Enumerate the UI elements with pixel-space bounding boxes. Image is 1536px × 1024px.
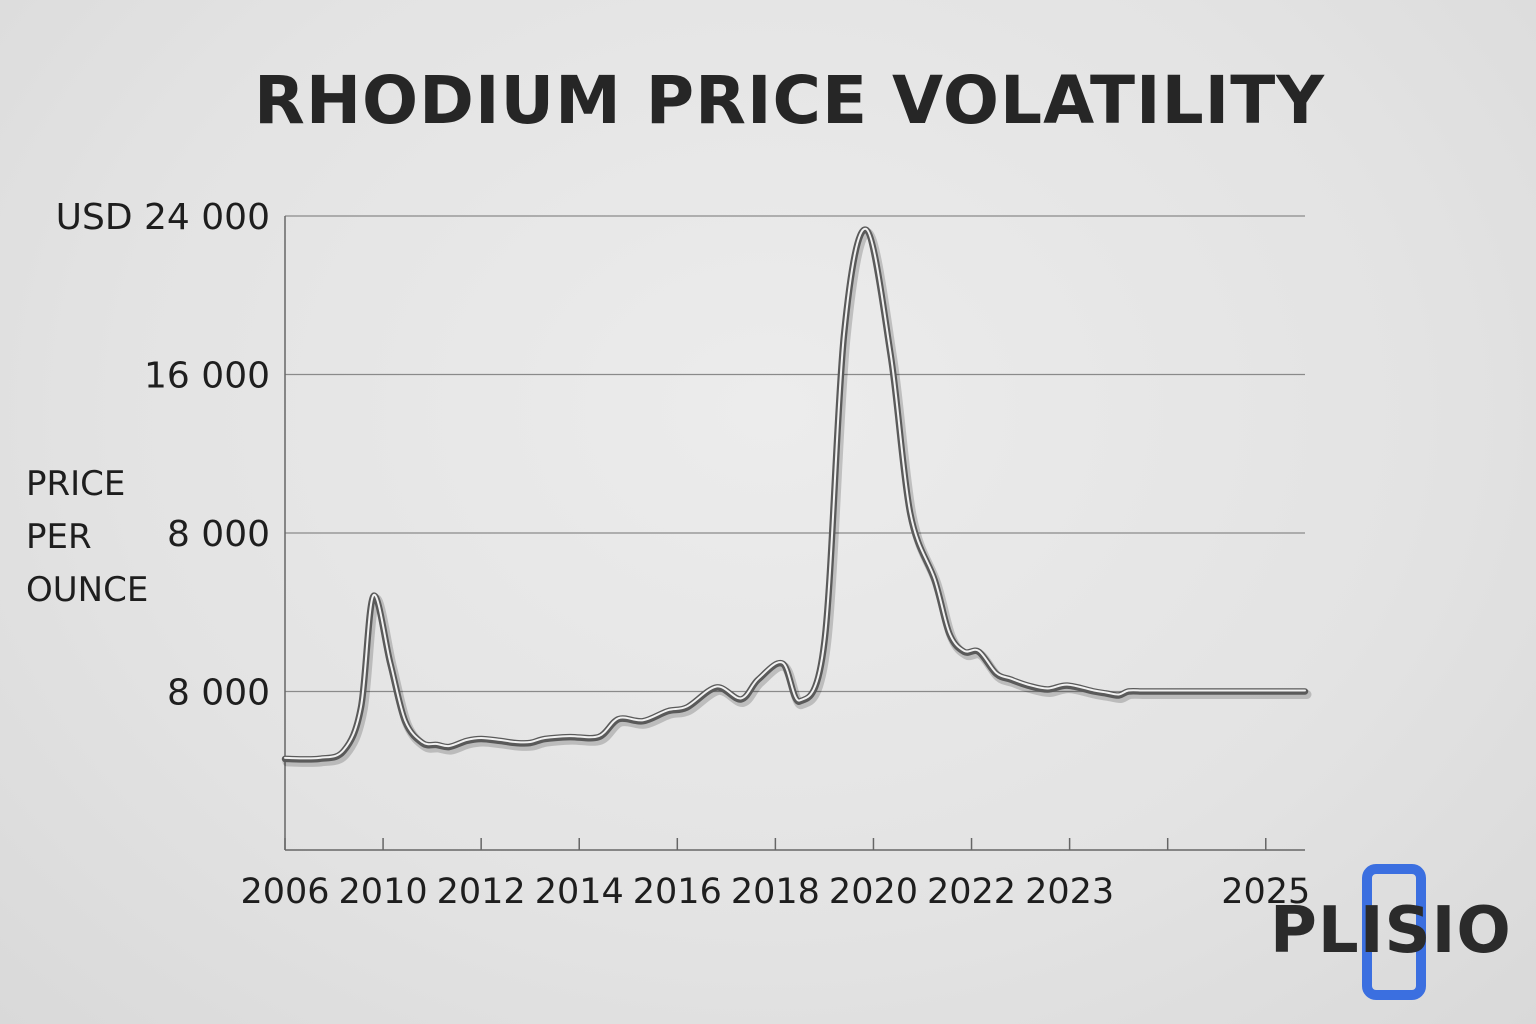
x-tick-label: 2022 [927, 872, 1016, 912]
x-tick-label: 2023 [1025, 872, 1114, 912]
y-axis-label: PRICE PER OUNCE [26, 458, 148, 617]
y-axis-label-line: PER [26, 517, 92, 557]
x-tick-label: 2016 [633, 872, 722, 912]
y-tick-label: 8 000 [167, 673, 270, 714]
x-axis-ticks: 2006 2010 2012 2014 2016 2018 2020 2022 2023 2025 [240, 838, 1310, 912]
plisio-logo: PLISIO [1270, 860, 1511, 1010]
y-axis-label-line: OUNCE [26, 570, 149, 610]
x-tick-label: 2012 [437, 872, 526, 912]
y-tick-label: 8 000 [167, 514, 270, 555]
x-tick-label: 2010 [339, 872, 428, 912]
logo-frame-icon [1362, 864, 1426, 1000]
y-axis-ticks: 8 000 8 000 16 000 USD 24 000 [56, 197, 270, 714]
x-tick-label: 2018 [731, 872, 820, 912]
x-tick-label: 2025 [1221, 872, 1310, 912]
x-tick-label: 2006 [240, 872, 329, 912]
series-line-highlight [284, 227, 1306, 760]
axes [284, 216, 1305, 851]
logo-text: PLISIO [1270, 894, 1512, 968]
x-tick-label: 2020 [829, 872, 918, 912]
series-group [281, 226, 1312, 767]
y-tick-label: 16 000 [144, 356, 270, 397]
x-tick-label: 2014 [535, 872, 624, 912]
series-line-shadow [282, 228, 1312, 767]
y-axis-label-line: PRICE [26, 464, 126, 504]
y-tick-label: USD 24 000 [56, 197, 270, 238]
grid [285, 215, 1305, 693]
chart-title: RHODIUM PRICE VOLATILITY [254, 62, 1326, 139]
